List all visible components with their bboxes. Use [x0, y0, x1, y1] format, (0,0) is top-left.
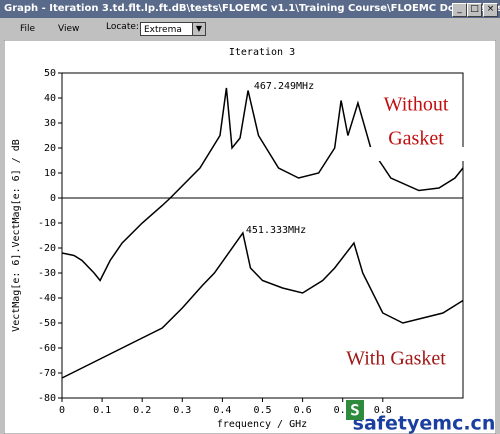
series-line: [61, 231, 464, 379]
dropdown-value: Extrema: [144, 25, 182, 35]
y-tick-label: 0: [50, 193, 56, 204]
maximize-button[interactable]: □: [467, 3, 482, 17]
close-button[interactable]: ×: [483, 3, 498, 17]
locate-dropdown[interactable]: Extrema ▼: [140, 22, 206, 36]
annotation: Without: [384, 94, 449, 116]
annotation: Gasket: [388, 128, 444, 150]
x-tick-label: 0.3: [173, 405, 191, 416]
menu-bar: File View Locate:: [0, 18, 500, 40]
plot-background: [4, 40, 496, 434]
y-axis-label: VectMag[e: 6].VectMag[e: 6] / dB: [11, 139, 22, 332]
y-tick-label: 20: [44, 143, 56, 154]
y-tick-label: 50: [44, 68, 56, 79]
y-tick-label: 30: [44, 118, 56, 129]
x-tick-label: 0.1: [93, 405, 111, 416]
x-axis-label: frequency / GHz: [217, 419, 307, 430]
y-tick-label: -50: [38, 318, 56, 329]
minimize-button[interactable]: _: [452, 3, 467, 17]
y-tick-label: 10: [44, 168, 56, 179]
annotation: With Gasket: [346, 348, 446, 370]
x-tick-label: 0.4: [213, 405, 231, 416]
window-title: Graph - Iteration 3.td.flt.lp.ft.dB\test…: [4, 3, 500, 14]
title-bar: Graph - Iteration 3.td.flt.lp.ft.dB\test…: [0, 0, 500, 18]
y-tick-label: -70: [38, 368, 56, 379]
annotation: 467.249MHz: [254, 81, 314, 92]
menu-file[interactable]: File: [20, 24, 36, 34]
y-tick-label: 40: [44, 93, 56, 104]
locate-label: Locate:: [106, 22, 139, 32]
watermark-icon-letter: S: [350, 401, 360, 420]
y-tick-label: -20: [38, 243, 56, 254]
watermark: safetyemc.cn: [353, 413, 496, 434]
y-tick-label: -80: [38, 393, 56, 404]
watermark-icon: [346, 400, 364, 420]
dropdown-arrow[interactable]: ▼: [192, 23, 205, 35]
chart-title: Iteration 3: [229, 47, 295, 58]
y-tick-label: -10: [38, 218, 56, 229]
y-tick-label: -60: [38, 343, 56, 354]
y-tick-label: -30: [38, 268, 56, 279]
menu-view[interactable]: View: [58, 24, 80, 34]
x-tick-label: 0: [59, 405, 65, 416]
x-tick-label: 0.5: [253, 405, 271, 416]
x-tick-label: 0.6: [294, 405, 312, 416]
x-tick-label: 0.8: [374, 405, 392, 416]
annotation: 451.333MHz: [246, 225, 306, 236]
x-tick-label: 0.7: [334, 405, 352, 416]
clip-mask: [364, 147, 464, 161]
x-tick-label: 0.2: [133, 405, 151, 416]
chart: Iteration 3 safetyemc.cn -80 -70 -60 -50 -40…: [4, 40, 496, 434]
y-tick-label: -40: [38, 293, 56, 304]
